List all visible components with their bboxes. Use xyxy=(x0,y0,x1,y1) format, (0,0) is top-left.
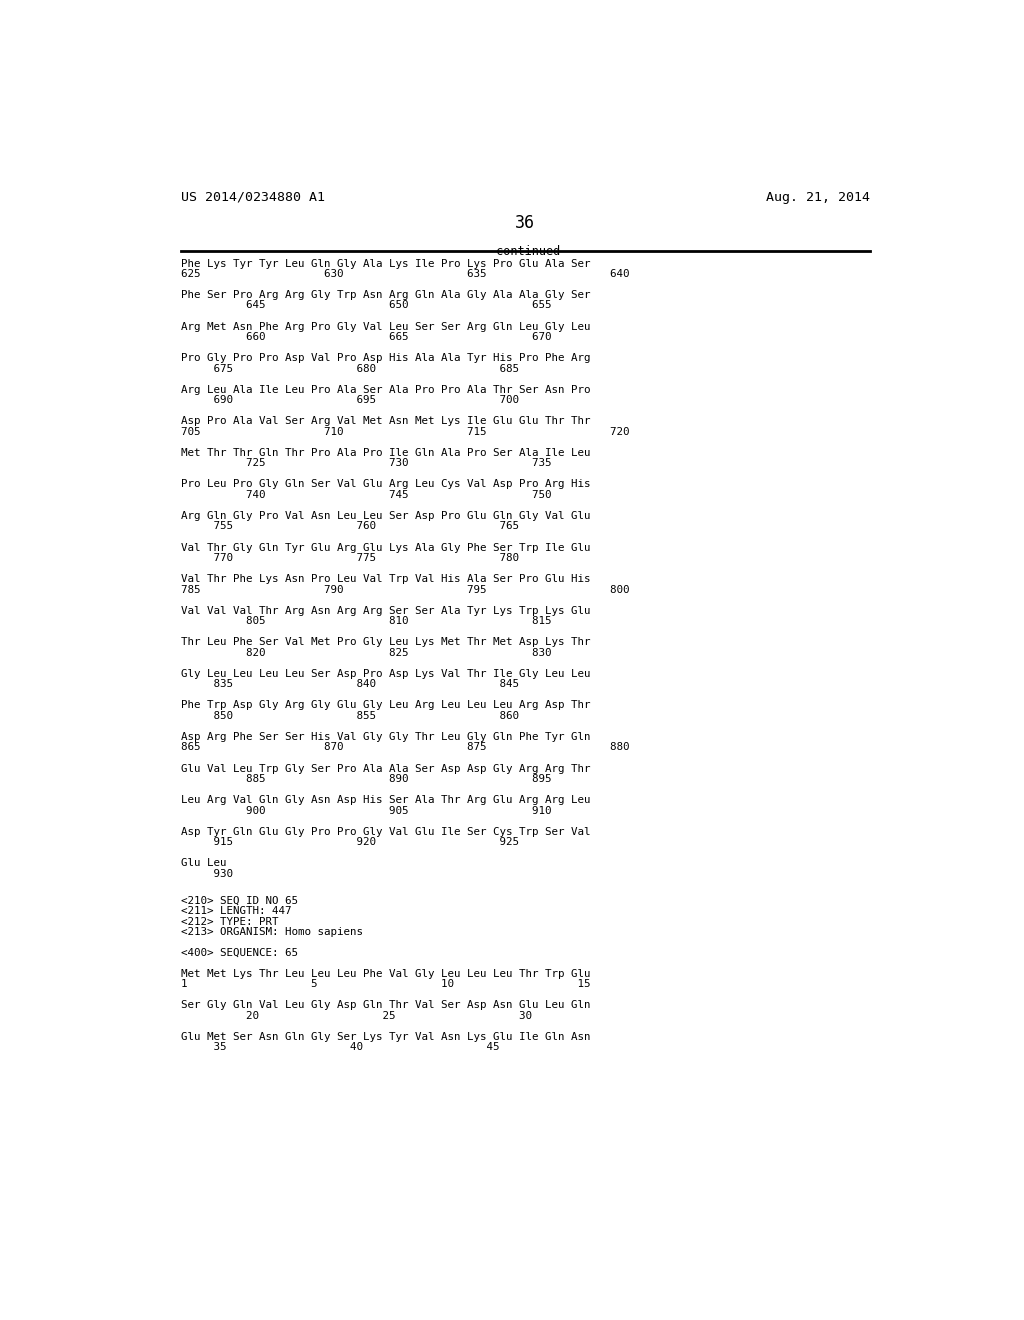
Text: Ser Gly Gln Val Leu Gly Asp Gln Thr Val Ser Asp Asn Glu Leu Gln: Ser Gly Gln Val Leu Gly Asp Gln Thr Val … xyxy=(180,1001,590,1010)
Text: -continued: -continued xyxy=(489,244,560,257)
Text: <400> SEQUENCE: 65: <400> SEQUENCE: 65 xyxy=(180,948,298,958)
Text: 915                   920                   925: 915 920 925 xyxy=(180,837,519,847)
Text: 865                   870                   875                   880: 865 870 875 880 xyxy=(180,742,629,752)
Text: 705                   710                   715                   720: 705 710 715 720 xyxy=(180,426,629,437)
Text: Val Thr Gly Gln Tyr Glu Arg Glu Lys Ala Gly Phe Ser Trp Ile Glu: Val Thr Gly Gln Tyr Glu Arg Glu Lys Ala … xyxy=(180,543,590,553)
Text: Leu Arg Val Gln Gly Asn Asp His Ser Ala Thr Arg Glu Arg Arg Leu: Leu Arg Val Gln Gly Asn Asp His Ser Ala … xyxy=(180,795,590,805)
Text: 820                   825                   830: 820 825 830 xyxy=(180,648,551,657)
Text: Arg Met Asn Phe Arg Pro Gly Val Leu Ser Ser Arg Gln Leu Gly Leu: Arg Met Asn Phe Arg Pro Gly Val Leu Ser … xyxy=(180,322,590,331)
Text: 625                   630                   635                   640: 625 630 635 640 xyxy=(180,269,629,279)
Text: 900                   905                   910: 900 905 910 xyxy=(180,805,551,816)
Text: Gly Leu Leu Leu Leu Ser Asp Pro Asp Lys Val Thr Ile Gly Leu Leu: Gly Leu Leu Leu Leu Ser Asp Pro Asp Lys … xyxy=(180,669,590,678)
Text: 740                   745                   750: 740 745 750 xyxy=(180,490,551,500)
Text: <210> SEQ ID NO 65: <210> SEQ ID NO 65 xyxy=(180,896,298,906)
Text: Thr Leu Phe Ser Val Met Pro Gly Leu Lys Met Thr Met Asp Lys Thr: Thr Leu Phe Ser Val Met Pro Gly Leu Lys … xyxy=(180,638,590,647)
Text: 930: 930 xyxy=(180,869,232,879)
Text: Pro Gly Pro Pro Asp Val Pro Asp His Ala Ala Tyr His Pro Phe Arg: Pro Gly Pro Pro Asp Val Pro Asp His Ala … xyxy=(180,354,590,363)
Text: Asp Tyr Gln Glu Gly Pro Pro Gly Val Glu Ile Ser Cys Trp Ser Val: Asp Tyr Gln Glu Gly Pro Pro Gly Val Glu … xyxy=(180,826,590,837)
Text: Pro Leu Pro Gly Gln Ser Val Glu Arg Leu Cys Val Asp Pro Arg His: Pro Leu Pro Gly Gln Ser Val Glu Arg Leu … xyxy=(180,479,590,490)
Text: Val Thr Phe Lys Asn Pro Leu Val Trp Val His Ala Ser Pro Glu His: Val Thr Phe Lys Asn Pro Leu Val Trp Val … xyxy=(180,574,590,585)
Text: <211> LENGTH: 447: <211> LENGTH: 447 xyxy=(180,907,291,916)
Text: Phe Trp Asp Gly Arg Gly Glu Gly Leu Arg Leu Leu Leu Arg Asp Thr: Phe Trp Asp Gly Arg Gly Glu Gly Leu Arg … xyxy=(180,701,590,710)
Text: 850                   855                   860: 850 855 860 xyxy=(180,711,519,721)
Text: 35                   40                   45: 35 40 45 xyxy=(180,1043,500,1052)
Text: 1                   5                   10                   15: 1 5 10 15 xyxy=(180,979,590,989)
Text: Val Val Val Thr Arg Asn Arg Arg Ser Ser Ala Tyr Lys Trp Lys Glu: Val Val Val Thr Arg Asn Arg Arg Ser Ser … xyxy=(180,606,590,615)
Text: Met Thr Thr Gln Thr Pro Ala Pro Ile Gln Ala Pro Ser Ala Ile Leu: Met Thr Thr Gln Thr Pro Ala Pro Ile Gln … xyxy=(180,447,590,458)
Text: 885                   890                   895: 885 890 895 xyxy=(180,774,551,784)
Text: 36: 36 xyxy=(515,214,535,232)
Text: Met Met Lys Thr Leu Leu Leu Phe Val Gly Leu Leu Leu Thr Trp Glu: Met Met Lys Thr Leu Leu Leu Phe Val Gly … xyxy=(180,969,590,979)
Text: 20                   25                   30: 20 25 30 xyxy=(180,1011,531,1020)
Text: Arg Gln Gly Pro Val Asn Leu Leu Ser Asp Pro Glu Gln Gly Val Glu: Arg Gln Gly Pro Val Asn Leu Leu Ser Asp … xyxy=(180,511,590,521)
Text: Phe Lys Tyr Tyr Leu Gln Gly Ala Lys Ile Pro Lys Pro Glu Ala Ser: Phe Lys Tyr Tyr Leu Gln Gly Ala Lys Ile … xyxy=(180,259,590,268)
Text: 755                   760                   765: 755 760 765 xyxy=(180,521,519,532)
Text: Glu Val Leu Trp Gly Ser Pro Ala Ala Ser Asp Asp Gly Arg Arg Thr: Glu Val Leu Trp Gly Ser Pro Ala Ala Ser … xyxy=(180,763,590,774)
Text: <212> TYPE: PRT: <212> TYPE: PRT xyxy=(180,917,279,927)
Text: 660                   665                   670: 660 665 670 xyxy=(180,333,551,342)
Text: Aug. 21, 2014: Aug. 21, 2014 xyxy=(766,191,870,203)
Text: 675                   680                   685: 675 680 685 xyxy=(180,363,519,374)
Text: <213> ORGANISM: Homo sapiens: <213> ORGANISM: Homo sapiens xyxy=(180,927,362,937)
Text: 785                   790                   795                   800: 785 790 795 800 xyxy=(180,585,629,594)
Text: Asp Pro Ala Val Ser Arg Val Met Asn Met Lys Ile Glu Glu Thr Thr: Asp Pro Ala Val Ser Arg Val Met Asn Met … xyxy=(180,416,590,426)
Text: Glu Leu: Glu Leu xyxy=(180,858,226,869)
Text: 770                   775                   780: 770 775 780 xyxy=(180,553,519,564)
Text: Phe Ser Pro Arg Arg Gly Trp Asn Arg Gln Ala Gly Ala Ala Gly Ser: Phe Ser Pro Arg Arg Gly Trp Asn Arg Gln … xyxy=(180,290,590,300)
Text: 805                   810                   815: 805 810 815 xyxy=(180,616,551,626)
Text: US 2014/0234880 A1: US 2014/0234880 A1 xyxy=(180,191,325,203)
Text: 690                   695                   700: 690 695 700 xyxy=(180,395,519,405)
Text: Asp Arg Phe Ser Ser His Val Gly Gly Thr Leu Gly Gln Phe Tyr Gln: Asp Arg Phe Ser Ser His Val Gly Gly Thr … xyxy=(180,733,590,742)
Text: 645                   650                   655: 645 650 655 xyxy=(180,301,551,310)
Text: 725                   730                   735: 725 730 735 xyxy=(180,458,551,469)
Text: Glu Met Ser Asn Gln Gly Ser Lys Tyr Val Asn Lys Glu Ile Gln Asn: Glu Met Ser Asn Gln Gly Ser Lys Tyr Val … xyxy=(180,1032,590,1041)
Text: Arg Leu Ala Ile Leu Pro Ala Ser Ala Pro Pro Ala Thr Ser Asn Pro: Arg Leu Ala Ile Leu Pro Ala Ser Ala Pro … xyxy=(180,385,590,395)
Text: 835                   840                   845: 835 840 845 xyxy=(180,680,519,689)
